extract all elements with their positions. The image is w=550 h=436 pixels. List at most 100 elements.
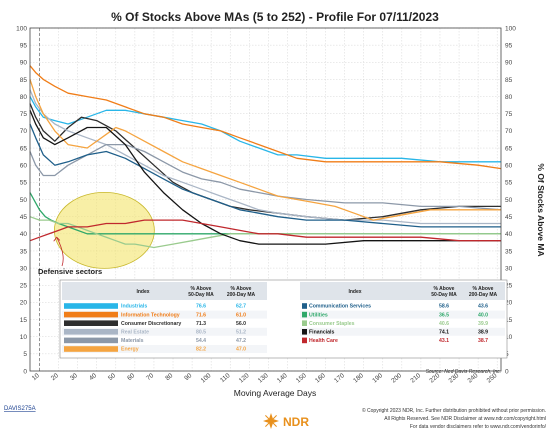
x-tick-label: 20 [50, 372, 60, 382]
chart-code-link[interactable]: DAVIS275A [4, 406, 36, 412]
series-line [29, 79, 501, 221]
highlight-ellipse [53, 191, 155, 269]
legend-value-200: 56.0 [236, 321, 246, 327]
x-tick-label: 90 [183, 372, 193, 382]
series-line [29, 110, 501, 245]
series-line [29, 89, 501, 225]
y-tick-label-right: 75 [505, 111, 513, 118]
legend-value-50: 43.1 [439, 338, 449, 344]
x-tick-label: 30 [69, 372, 79, 382]
y-tick-label-right: 45 [505, 214, 513, 221]
y-tick-label-left: 30 [20, 265, 28, 272]
legend-swatch [302, 311, 307, 318]
y-tick-label-right: 35 [505, 248, 513, 255]
footer-copyright: © Copyright 2023 NDR, Inc. Further distr… [362, 407, 546, 414]
legend-header-index-right: Index [348, 289, 361, 295]
legend-row: Communication Services 58.6 43.6 [300, 302, 505, 310]
y-tick-label-right: 30 [505, 265, 513, 272]
legend-table: Index % Above 50-Day MA % Above 200-Day … [59, 279, 508, 359]
ndr-logo-icon [263, 413, 279, 429]
footer-vendor: For data vendor disclaimers refer to www… [410, 424, 547, 430]
y-tick-label-left: 25 [20, 283, 28, 290]
legend-value-200: 43.6 [478, 304, 488, 310]
y-axis-left: 0 5 10 15 20 25 30 35 40 45 50 55 60 65 70 75 80 85 90 95 10… [16, 25, 27, 375]
legend-value-200: 47.0 [236, 347, 246, 353]
legend-header-left-bg [62, 282, 267, 300]
x-tick-label: 50 [107, 372, 117, 382]
legend-value-50: 71.6 [196, 312, 206, 318]
legend-swatch [302, 337, 307, 344]
highlight-layer [53, 191, 155, 269]
y-tick-label-left: 50 [20, 197, 28, 204]
y-tick-label-right: 95 [505, 42, 513, 49]
legend-value-50: 71.3 [196, 321, 206, 327]
y-tick-label-right: 40 [505, 231, 513, 238]
legend-name: Consumer Staples [309, 321, 355, 327]
legend-value-200: 39.9 [478, 321, 488, 327]
plot-frame [29, 27, 502, 372]
y-tick-label-right: 80 [505, 94, 513, 101]
series-line [29, 96, 501, 163]
legend-row: Consumer Staples 40.6 39.9 [300, 319, 505, 328]
legend-name: Communication Services [309, 304, 371, 310]
legend-header-200-right: % Above [473, 286, 494, 292]
legend-value-200: 38.9 [478, 330, 488, 336]
x-tick-label: 10 [31, 372, 41, 382]
legend-swatch [302, 303, 307, 309]
legend-row-bg [300, 302, 505, 310]
legend-header-50-right: % Above [434, 286, 455, 292]
legend-name: Utilities [309, 312, 328, 318]
x-tick-label: 70 [145, 372, 155, 382]
legend-row-bg [62, 345, 267, 353]
ndr-logo: NDR [263, 413, 309, 429]
legend-row: Materials 54.4 47.2 [62, 336, 267, 345]
legend-header-200-left-sub: 200-Day MA [227, 292, 256, 298]
series-line [29, 123, 501, 228]
y-tick-label-right: 65 [505, 145, 513, 152]
y-tick-label-left: 100 [16, 25, 27, 32]
legend-value-50: 36.5 [439, 312, 449, 318]
y-tick-label-left: 5 [23, 351, 27, 358]
legend-value-50: 58.6 [439, 304, 449, 310]
y-tick-label-right: 100 [505, 25, 516, 32]
legend-value-200: 61.0 [236, 312, 246, 318]
legend-header-50-left-sub: 50-Day MA [188, 292, 214, 298]
legend-header-right-bg [300, 282, 505, 300]
legend-row-bg [300, 336, 505, 345]
legend-row-bg [300, 319, 505, 328]
annotation-arrowhead [53, 236, 61, 242]
legend-row: Industrials 76.6 62.7 [62, 302, 267, 310]
legend-swatch [302, 320, 307, 326]
legend-swatch [64, 311, 118, 318]
legend-header-50-right-sub: 50-Day MA [431, 292, 457, 298]
y-tick-label-left: 15 [20, 317, 28, 324]
y-tick-label-left: 70 [20, 128, 28, 135]
legend-row-bg [300, 310, 505, 319]
legend-row: Energy 82.2 47.0 [62, 345, 267, 353]
x-axis: 10 20 30 40 50 60 70 80 90 100 110 120 130 140 150 160 1… [31, 372, 499, 385]
series-line [29, 143, 502, 211]
legend-row-bg [62, 310, 267, 319]
y-tick-label-left: 10 [20, 334, 28, 341]
legend-name: Consumer Discretionary [121, 321, 181, 327]
legend-value-200: 62.7 [236, 304, 246, 310]
legend-header-50-left: % Above [191, 286, 212, 292]
ndr-logo-text: NDR [283, 415, 309, 429]
y-tick-label-left: 0 [23, 368, 27, 375]
y-tick-label-left: 90 [20, 60, 28, 67]
legend-row: Financials 74.1 38.9 [300, 327, 505, 336]
y-tick-label-left: 75 [20, 111, 28, 118]
y-tick-label-left: 55 [20, 180, 28, 187]
legend-row: Consumer Discretionary 71.3 56.0 [62, 319, 267, 328]
legend-swatch [64, 337, 118, 344]
legend-value-50: 80.5 [196, 330, 206, 336]
y-tick-label-right: 85 [505, 77, 513, 84]
y-tick-label-right: 25 [505, 283, 513, 290]
legend-swatch [64, 320, 118, 326]
legend-name: Financials [309, 330, 334, 336]
legend-row: Utilities 36.5 40.0 [300, 310, 505, 319]
legend-value-200: 40.0 [478, 312, 488, 318]
legend-header-200-right-sub: 200-Day MA [469, 292, 498, 298]
y-tick-label-left: 80 [20, 94, 28, 101]
